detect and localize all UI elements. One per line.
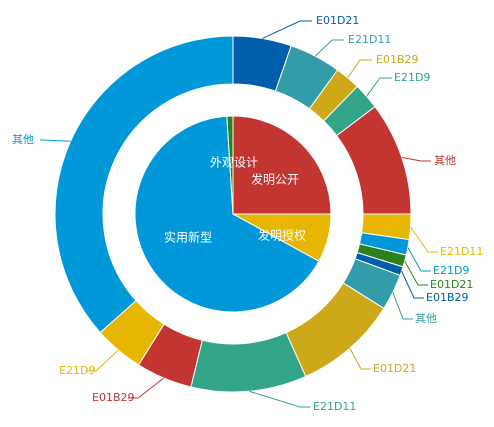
outer-leader-8 <box>401 270 424 299</box>
outer-slice-11[interactable] <box>190 331 307 393</box>
outer-leader-14 <box>40 139 71 142</box>
outer-label-9: 其他 <box>415 312 437 325</box>
outer-label-4: 其他 <box>434 154 456 167</box>
outer-label-7: E01D21 <box>430 278 473 291</box>
outer-label-14: 其他 <box>12 133 34 146</box>
outer-label-0: E01D21 <box>316 14 359 27</box>
outer-label-8: E01B29 <box>426 291 469 304</box>
outer-leader-4 <box>401 156 431 162</box>
outer-label-3: E21D9 <box>394 71 430 84</box>
outer-leader-13 <box>86 349 119 372</box>
inner-label-2: 实用新型 <box>164 230 212 245</box>
outer-leader-0 <box>262 20 312 39</box>
outer-label-11: E21D11 <box>313 400 356 413</box>
outer-leader-7 <box>404 260 428 286</box>
inner-slice-3[interactable] <box>226 115 234 215</box>
inner-label-3: 外观设计 <box>210 156 258 170</box>
outer-leader-11 <box>249 390 310 408</box>
outer-label-1: E21D11 <box>348 33 391 46</box>
outer-leader-5 <box>410 226 438 253</box>
inner-label-1: 发明授权 <box>258 228 306 243</box>
outer-leader-10 <box>349 348 371 370</box>
outer-leader-3 <box>366 77 392 97</box>
outer-label-6: E21D9 <box>433 264 469 277</box>
outer-label-12: E01B29 <box>92 391 135 404</box>
inner-label-0: 发明公开 <box>251 172 299 187</box>
outer-slice-14[interactable] <box>54 35 234 334</box>
inner-slice-0[interactable] <box>232 115 332 215</box>
outer-leader-1 <box>314 39 344 57</box>
outer-label-13: E21D9 <box>59 364 95 377</box>
inner-slice-2[interactable] <box>134 115 320 313</box>
outer-label-2: E01B29 <box>376 53 419 66</box>
outer-leader-12 <box>128 377 165 399</box>
outer-label-10: E01D21 <box>373 362 416 375</box>
outer-leader-2 <box>347 59 372 79</box>
outer-leader-9 <box>392 292 413 320</box>
outer-label-5: E21D11 <box>440 245 483 258</box>
outer-leader-6 <box>407 247 431 272</box>
